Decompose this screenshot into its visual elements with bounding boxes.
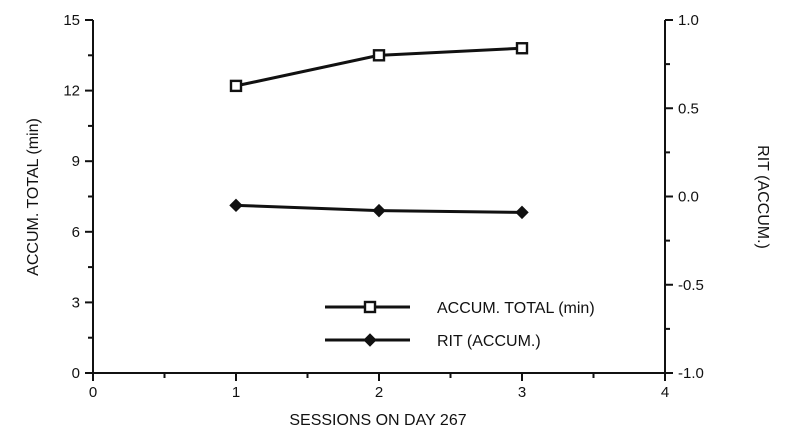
axes <box>92 20 666 374</box>
series-1 <box>229 42 529 93</box>
series-2 <box>229 198 529 220</box>
legend-marker <box>363 300 377 314</box>
data-point <box>229 79 243 93</box>
y-right-tick-label: -0.5 <box>678 277 704 294</box>
data-point <box>229 198 243 213</box>
y-left-tick-label: 12 <box>63 83 80 100</box>
y-left-tick-label: 6 <box>72 224 80 241</box>
x-tick-label: 4 <box>661 384 669 401</box>
y-left-tick-label: 15 <box>63 12 80 29</box>
legend: ACCUM. TOTAL (min) RIT (ACCUM.) <box>325 300 595 350</box>
x-ticks: 0 1 2 3 4 <box>89 373 669 401</box>
x-tick-label: 1 <box>232 384 240 401</box>
data-point <box>372 203 386 218</box>
x-tick-label: 2 <box>375 384 383 401</box>
legend-marker <box>363 333 377 347</box>
legend-entry: ACCUM. TOTAL (min) <box>325 300 595 317</box>
y-right-ticks: -1.0 -0.5 0.0 0.5 1.0 <box>665 12 704 382</box>
legend-label: ACCUM. TOTAL (min) <box>437 300 595 317</box>
x-axis-label: SESSIONS ON DAY 267 <box>289 412 466 429</box>
data-point <box>515 205 529 220</box>
data-point <box>372 49 386 62</box>
y-right-tick-label: 0.5 <box>678 100 699 117</box>
data-point <box>515 42 529 55</box>
y-left-ticks: 0 3 6 9 12 15 <box>63 12 93 382</box>
y-right-tick-label: 1.0 <box>678 12 699 29</box>
series-layer <box>229 42 529 220</box>
y-left-tick-label: 9 <box>72 153 80 170</box>
y-left-tick-label: 3 <box>72 294 80 311</box>
y-left-axis-label: ACCUM. TOTAL (min) <box>25 118 42 276</box>
legend-label: RIT (ACCUM.) <box>437 333 541 350</box>
legend-entry: RIT (ACCUM.) <box>325 333 541 350</box>
y-left-tick-label: 0 <box>72 365 80 382</box>
y-right-tick-label: -1.0 <box>678 365 704 382</box>
y-right-tick-label: 0.0 <box>678 189 699 206</box>
x-tick-label: 3 <box>518 384 526 401</box>
x-tick-label: 0 <box>89 384 97 401</box>
y-right-axis-label: RIT (ACCUM.) <box>754 145 771 249</box>
